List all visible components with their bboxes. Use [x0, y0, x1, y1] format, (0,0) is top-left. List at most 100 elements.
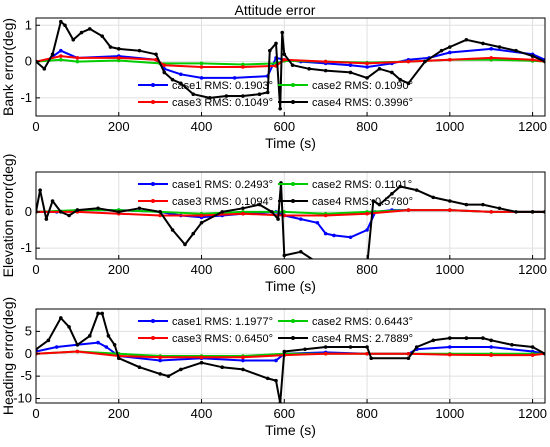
legend-marker-2 [151, 199, 155, 203]
series-point-3-43 [530, 54, 535, 58]
series-point-3-23 [323, 345, 328, 349]
series-point-3-19 [276, 217, 280, 221]
series-point-3-27 [406, 356, 411, 361]
series-point-0-16 [365, 228, 369, 232]
series-point-0-16 [489, 345, 494, 349]
x-tick-label: 0 [32, 406, 39, 421]
legend-label: case4 RMS: 2.7889° [312, 333, 413, 345]
y-tick-label: 0 [25, 346, 32, 361]
series-point-0-1 [54, 345, 59, 349]
x-tick-label: 1000 [435, 119, 464, 134]
series-point-3-4 [75, 343, 80, 347]
series-point-3-3 [67, 325, 71, 329]
series-point-2-11 [489, 210, 494, 214]
legend: case1 RMS: 0.1903° case2 RMS: 0.1090° case… [138, 80, 413, 109]
x-tick-label: 800 [356, 119, 378, 134]
series-point-3-10 [116, 356, 121, 361]
series-point-2-9 [406, 351, 411, 356]
series-point-3-21 [282, 349, 287, 354]
y-tick-label: -10 [13, 391, 32, 406]
legend-label: case4 RMS: 0.3996° [312, 97, 413, 109]
series-point-3-30 [398, 184, 402, 189]
series-point-3-21 [265, 90, 270, 95]
x-tick-label: 600 [273, 262, 295, 277]
series-line-2 [36, 209, 545, 217]
series-point-3-7 [87, 27, 92, 31]
series-point-3-28 [377, 202, 382, 207]
series-point-3-3 [50, 199, 55, 203]
series-point-3-17 [257, 202, 262, 207]
legend-label: case2 RMS: 0.1090° [312, 80, 413, 92]
series-point-3-8 [100, 34, 105, 38]
series-point-1-5 [199, 61, 204, 66]
legend-marker-3 [291, 100, 295, 104]
series-point-3-32 [431, 195, 436, 200]
series-point-1-3 [116, 58, 121, 63]
x-axis-label: Time (s) [265, 278, 316, 294]
series-point-2-10 [323, 59, 328, 64]
series-point-2-4 [199, 213, 204, 218]
series-point-0-21 [489, 47, 494, 51]
series-point-3-6 [79, 30, 84, 35]
series-point-0-7 [179, 72, 183, 77]
series-point-2-14 [489, 56, 494, 60]
x-tick-label: 200 [108, 262, 130, 277]
x-tick-label: 200 [108, 119, 130, 134]
series-point-3-18 [265, 376, 270, 381]
legend-marker-1 [291, 182, 295, 186]
series-point-3-9 [112, 343, 117, 347]
series-point-2-5 [162, 63, 167, 67]
series-point-3-32 [481, 336, 485, 340]
series-point-3-33 [489, 338, 494, 343]
series-point-3-1 [38, 188, 42, 192]
series-point-0-6 [158, 358, 162, 363]
series-point-2-13 [448, 57, 452, 62]
axes-box [35, 17, 546, 117]
series-point-3-25 [280, 30, 285, 35]
series-point-0-15 [348, 63, 353, 67]
series-point-3-38 [530, 210, 535, 214]
series-line-3 [36, 20, 545, 110]
series-point-3-16 [191, 92, 196, 97]
series-group [36, 181, 545, 268]
series-point-2-8 [365, 351, 369, 356]
x-tick-label: 1200 [518, 119, 547, 134]
series-point-3-25 [365, 345, 369, 349]
series-point-3-23 [274, 41, 278, 46]
series-point-3-10 [116, 47, 121, 51]
series-point-3-7 [96, 206, 100, 211]
series-point-3-13 [166, 374, 171, 378]
legend-marker-1 [291, 319, 295, 323]
series-point-2-7 [323, 351, 328, 356]
series-point-3-34 [464, 202, 469, 207]
series-point-3-5 [87, 334, 92, 338]
series-point-3-35 [530, 345, 535, 349]
series-point-0-8 [199, 76, 204, 80]
x-tick-label: 200 [108, 406, 130, 421]
series-point-3-4 [59, 210, 63, 214]
y-axis-label: Elevation error(deg) [0, 154, 16, 278]
axes-box [35, 171, 546, 260]
legend: case1 RMS: 1.1977° case2 RMS: 0.6443° case… [138, 316, 413, 345]
x-tick-label: 1200 [518, 406, 547, 421]
series-point-2-10 [448, 352, 452, 357]
legend-marker-2 [151, 336, 155, 340]
series-point-3-31 [365, 76, 369, 80]
series-point-3-26 [282, 52, 287, 57]
series-point-0-2 [59, 48, 63, 53]
series-point-3-25 [349, 264, 353, 268]
series-point-3-2 [59, 316, 63, 320]
series-point-3-37 [439, 48, 444, 53]
series-point-3-36 [423, 59, 427, 64]
series-point-3-15 [199, 360, 204, 365]
series-point-0-8 [241, 358, 245, 363]
series-point-2-7 [323, 213, 328, 218]
series-point-3-16 [241, 206, 245, 211]
y-tick-label: 0 [25, 54, 32, 69]
series-point-0-9 [232, 76, 237, 80]
series-point-0-13 [323, 231, 328, 236]
series-point-3-2 [50, 52, 55, 57]
x-tick-label: 600 [273, 119, 295, 134]
